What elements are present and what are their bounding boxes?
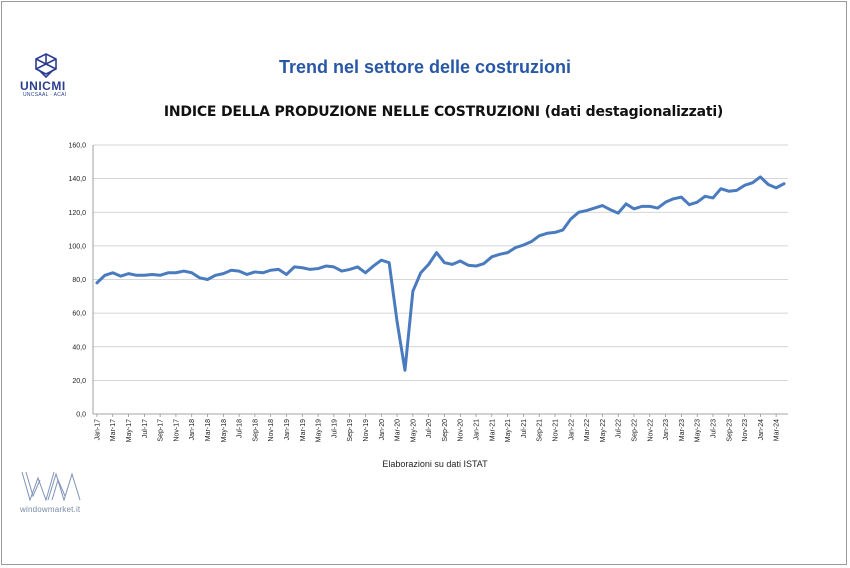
x-tick-label: Sep-20: [442, 419, 449, 442]
x-tick-label: Jan-18: [189, 419, 196, 441]
brand-subtitle: UNCSAAL · ACAI: [23, 92, 67, 98]
x-tick-label: Jan-19: [284, 419, 291, 441]
x-tick-label: Jan-20: [379, 419, 386, 441]
x-tick-label: Nov-17: [173, 419, 180, 442]
x-tick-label: Sep-23: [726, 419, 733, 442]
x-tick-label: May-19: [316, 419, 323, 442]
footer-brand: windowmarket.it: [20, 505, 81, 514]
y-tick-label: 60,0: [72, 311, 86, 318]
x-tick-label: Mar-24: [774, 419, 781, 441]
x-tick-label: Jul-19: [331, 419, 338, 438]
x-tick-label: Sep-18: [252, 419, 259, 442]
x-tick-label: May-23: [695, 419, 702, 442]
x-tick-label: Mar-18: [205, 419, 212, 441]
x-tick-label: Jul-21: [521, 419, 528, 438]
x-tick-label: Mar-17: [110, 419, 117, 441]
y-tick-label: 40,0: [72, 344, 86, 351]
x-tick-label: Sep-22: [631, 419, 638, 442]
y-tick-label: 20,0: [72, 378, 86, 385]
y-tick-label: 0,0: [76, 412, 86, 419]
x-tick-label: Sep-19: [347, 419, 354, 442]
x-tick-label: Nov-19: [363, 419, 370, 442]
x-tick-label: Jul-23: [710, 419, 717, 438]
x-tick-label: Jan-22: [568, 419, 575, 441]
x-tick-label: May-21: [505, 419, 512, 442]
x-tick-label: Jan-23: [663, 419, 670, 441]
x-tick-label: Jan-24: [758, 419, 765, 441]
y-tick-label: 100,0: [68, 243, 86, 250]
x-tick-label: Jul-20: [426, 419, 433, 438]
x-tick-label: Nov-21: [553, 419, 560, 442]
x-tick-label: May-17: [126, 419, 133, 442]
source-note: Elaborazioni su dati ISTAT: [382, 459, 488, 469]
brand-name: UNICMI: [20, 79, 66, 93]
x-tick-label: Jan-21: [474, 419, 481, 441]
series-line: [95, 175, 786, 372]
x-tick-label: Jan-17: [94, 419, 101, 441]
y-tick-label: 120,0: [68, 210, 86, 217]
x-tick-label: Jul-18: [237, 419, 244, 438]
x-tick-label: Nov-20: [458, 419, 465, 442]
x-tick-label: Nov-22: [647, 419, 654, 442]
x-tick-label: Mar-19: [300, 419, 307, 441]
slide-title: Trend nel settore delle costruzioni: [278, 57, 572, 77]
windowmarket-logo-icon: [21, 471, 81, 502]
x-tick-label: Jul-22: [616, 419, 623, 438]
x-tick-label: Jul-17: [142, 419, 149, 438]
x-tick-label: Sep-21: [537, 419, 544, 442]
y-tick-label: 140,0: [68, 176, 86, 183]
y-tick-label: 80,0: [72, 277, 86, 284]
x-tick-label: Nov-23: [742, 419, 749, 442]
x-tick-label: May-18: [221, 419, 228, 442]
x-tick-label: Mar-21: [489, 419, 496, 441]
x-tick-label: May-22: [600, 419, 607, 442]
x-tick-label: Mar-20: [395, 419, 402, 441]
unicmi-logo-icon: [35, 53, 57, 79]
chart-title: INDICE DELLA PRODUZIONE NELLE COSTRUZION…: [163, 104, 724, 120]
x-tick-label: Nov-18: [268, 419, 275, 442]
x-tick-label: Mar-23: [679, 419, 686, 441]
x-tick-label: Mar-22: [584, 419, 591, 441]
x-tick-label: Sep-17: [158, 419, 165, 442]
x-tick-label: May-20: [410, 419, 417, 442]
y-tick-label: 160,0: [68, 143, 86, 150]
